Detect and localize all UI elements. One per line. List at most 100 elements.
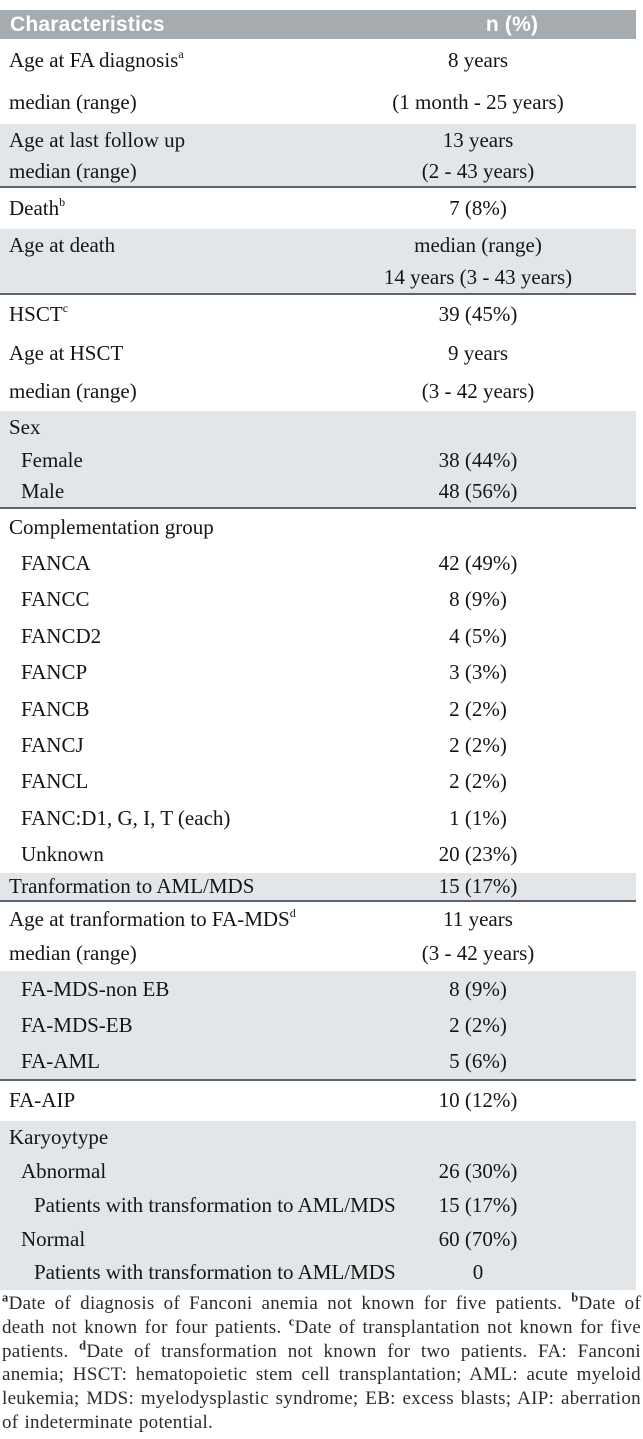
table-row: Abnormal 26 (30%)	[0, 1154, 636, 1189]
table-row: FA-AIP 10 (12%)	[0, 1080, 636, 1121]
table-row: median (range) (2 - 43 years)	[0, 156, 636, 188]
table-row: Female 38 (44%)	[0, 443, 636, 477]
table-row: Age at death median (range)	[0, 229, 636, 262]
characteristics-table: Characteristics n (%) Age at FA diagnosi…	[0, 10, 636, 1290]
row-label: Sex	[9, 414, 41, 439]
table-row: Age at FA diagnosisa 8 years	[0, 39, 636, 82]
row-label: Unknown	[21, 842, 104, 867]
row-label: Age at last follow up	[9, 127, 186, 152]
row-value: 26 (30%)	[438, 1159, 518, 1184]
row-value: 11 years	[443, 906, 513, 931]
row-value: (3 - 42 years)	[421, 379, 535, 404]
row-value: 15 (17%)	[438, 1192, 518, 1217]
row-label: Patients with transformation to AML/MDS	[34, 1260, 396, 1285]
row-label: Age at death	[9, 233, 116, 257]
row-value: 7 (8%)	[449, 196, 507, 220]
table-row: Age at last follow up 13 years	[0, 124, 636, 156]
row-value: 15 (17%)	[438, 873, 518, 898]
table-row: Male 48 (56%)	[0, 476, 636, 509]
table-row: Sex	[0, 411, 636, 444]
table-body: Age at FA diagnosisa 8 years median (range…	[0, 39, 636, 1290]
row-label: HSCTc	[9, 301, 69, 326]
row-label: FA-AML	[21, 1049, 100, 1074]
row-label: Deathb	[9, 195, 66, 220]
table-row: FANCB 2 (2%)	[0, 690, 636, 728]
footnote-marker: b	[59, 195, 66, 209]
row-value: 2 (2%)	[449, 696, 507, 721]
row-label: FA-MDS-non EB	[21, 976, 170, 1001]
table-row: Age at HSCT 9 years	[0, 334, 636, 373]
row-label: FA-MDS-EB	[21, 1013, 133, 1038]
row-label: Normal	[21, 1226, 86, 1251]
table-row: median (range) (1 month - 25 years)	[0, 81, 636, 124]
row-value: 20 (23%)	[438, 842, 518, 867]
row-value: 2 (2%)	[449, 769, 507, 794]
table-row: Age at tranformation to FA-MDSd 11 years	[0, 901, 636, 937]
row-value: 4 (5%)	[449, 623, 507, 648]
row-value: 0	[472, 1260, 484, 1285]
row-value: 2 (2%)	[449, 733, 507, 757]
row-value: median (range)	[414, 233, 542, 257]
row-value: 60 (70%)	[438, 1226, 518, 1251]
row-label: Patients with transformation to AML/MDS	[34, 1192, 396, 1217]
row-label: FANCD2	[21, 623, 102, 648]
row-value: 1 (1%)	[449, 805, 507, 830]
row-label: Age at FA diagnosisa	[9, 46, 184, 72]
header-n-percent: n (%)	[485, 12, 539, 36]
row-label: Male	[21, 479, 65, 504]
row-label: median (range)	[9, 941, 137, 966]
table-row: median (range) (3 - 42 years)	[0, 372, 636, 411]
header-characteristics: Characteristics	[10, 12, 165, 36]
table-row: Unknown 20 (23%)	[0, 836, 636, 873]
row-label: FANCL	[21, 769, 89, 794]
row-label: FANC:D1, G, I, T (each)	[21, 805, 231, 830]
table-row: FANCL 2 (2%)	[0, 763, 636, 801]
table-row: 14 years (3 - 43 years)	[0, 262, 636, 295]
row-value: 3 (3%)	[449, 660, 507, 685]
row-label: Karyoytype	[9, 1125, 109, 1150]
row-value: 39 (45%)	[438, 302, 518, 326]
row-value: 13 years	[442, 127, 514, 152]
footnote-marker: d	[79, 1338, 87, 1353]
table-row: Patients with transformation to AML/MDS 1…	[0, 1188, 636, 1223]
table-row: FANCJ 2 (2%)	[0, 727, 636, 764]
row-label: Tranformation to AML/MDS	[9, 873, 255, 898]
table-row: HSCTc 39 (45%)	[0, 295, 636, 334]
table-header-row: Characteristics n (%)	[0, 10, 636, 39]
row-label: FANCJ	[21, 733, 84, 757]
row-label: FANCC	[21, 587, 90, 612]
row-value: 8 (9%)	[449, 976, 507, 1001]
table-row: FA-AML 5 (6%)	[0, 1044, 636, 1081]
table-row: Karyoytype	[0, 1120, 636, 1155]
row-value: 48 (56%)	[438, 479, 518, 504]
table-row: FA-MDS-non EB 8 (9%)	[0, 970, 636, 1008]
row-label: median (range)	[9, 90, 137, 115]
footnote-marker: a	[2, 1290, 9, 1305]
row-value: (2 - 43 years)	[421, 158, 535, 183]
row-value: 8 years	[447, 47, 509, 72]
row-label: median (range)	[9, 158, 137, 183]
table-row: FANCP 3 (3%)	[0, 654, 636, 691]
row-label: FANCB	[21, 696, 90, 721]
table-row: FANC:D1, G, I, T (each) 1 (1%)	[0, 800, 636, 837]
row-value: 10 (12%)	[438, 1088, 518, 1113]
table-row: FANCD2 4 (5%)	[0, 618, 636, 655]
footnote-marker: d	[289, 905, 296, 920]
footnote-marker: a	[178, 46, 184, 61]
row-value: 8 (9%)	[449, 587, 507, 612]
table-row: Complementation group	[0, 508, 636, 546]
row-label: Female	[21, 447, 83, 472]
row-value: 5 (6%)	[449, 1049, 507, 1074]
table-row: Patients with transformation to AML/MDS 0	[0, 1256, 636, 1290]
row-value: 2 (2%)	[449, 1013, 507, 1038]
table-row: FANCA 42 (49%)	[0, 545, 636, 582]
row-label: Complementation group	[9, 514, 214, 539]
row-label: FA-AIP	[9, 1088, 76, 1113]
table-row: Normal 60 (70%)	[0, 1222, 636, 1257]
row-value: (1 month - 25 years)	[392, 90, 564, 115]
row-value: 9 years	[447, 340, 509, 365]
row-value: 38 (44%)	[438, 447, 518, 472]
row-value: 14 years (3 - 43 years)	[383, 265, 573, 289]
row-label: Age at tranformation to FA-MDSd	[9, 905, 296, 931]
